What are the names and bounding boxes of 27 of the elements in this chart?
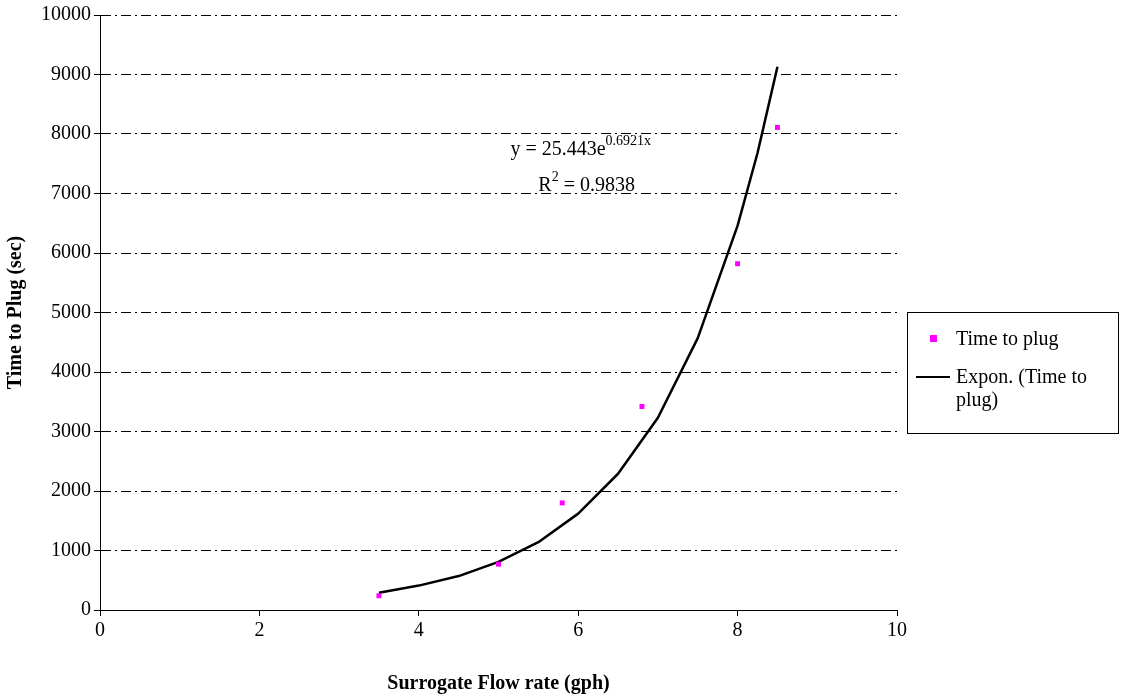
y-tick-label: 10000	[41, 2, 91, 25]
y-tick-label: 7000	[51, 180, 91, 203]
y-tick-label: 6000	[51, 240, 91, 263]
x-tick-label: 6	[573, 618, 584, 641]
y-tick-label: 0	[81, 597, 91, 620]
y-axis-title: Time to Plug (sec)	[3, 235, 27, 390]
y-tick-label: 3000	[51, 418, 91, 441]
x-tick-label: 10	[887, 618, 907, 641]
legend-label: Expon. (Time to plug)	[956, 365, 1088, 411]
x-tick-label: 0	[95, 618, 105, 641]
point	[559, 500, 565, 506]
y-tick-label: 1000	[51, 537, 91, 560]
y-tick-label: 4000	[51, 359, 91, 382]
legend-label: Time to plug	[956, 327, 1059, 350]
point	[639, 404, 645, 409]
x-tick-label: 2	[254, 618, 265, 641]
point	[496, 561, 501, 567]
x-axis-title: Surrogate Flow rate (gph)	[387, 671, 610, 695]
x-tick-label: 8	[732, 618, 743, 641]
y-tick-label: 8000	[51, 121, 91, 144]
point	[735, 261, 741, 267]
point	[376, 593, 382, 599]
y-tick-label: 2000	[51, 478, 91, 501]
x-tick-label: 4	[413, 618, 424, 641]
y-tick-label: 9000	[51, 61, 91, 84]
point	[774, 124, 780, 130]
y-tick-label: 5000	[51, 299, 91, 322]
